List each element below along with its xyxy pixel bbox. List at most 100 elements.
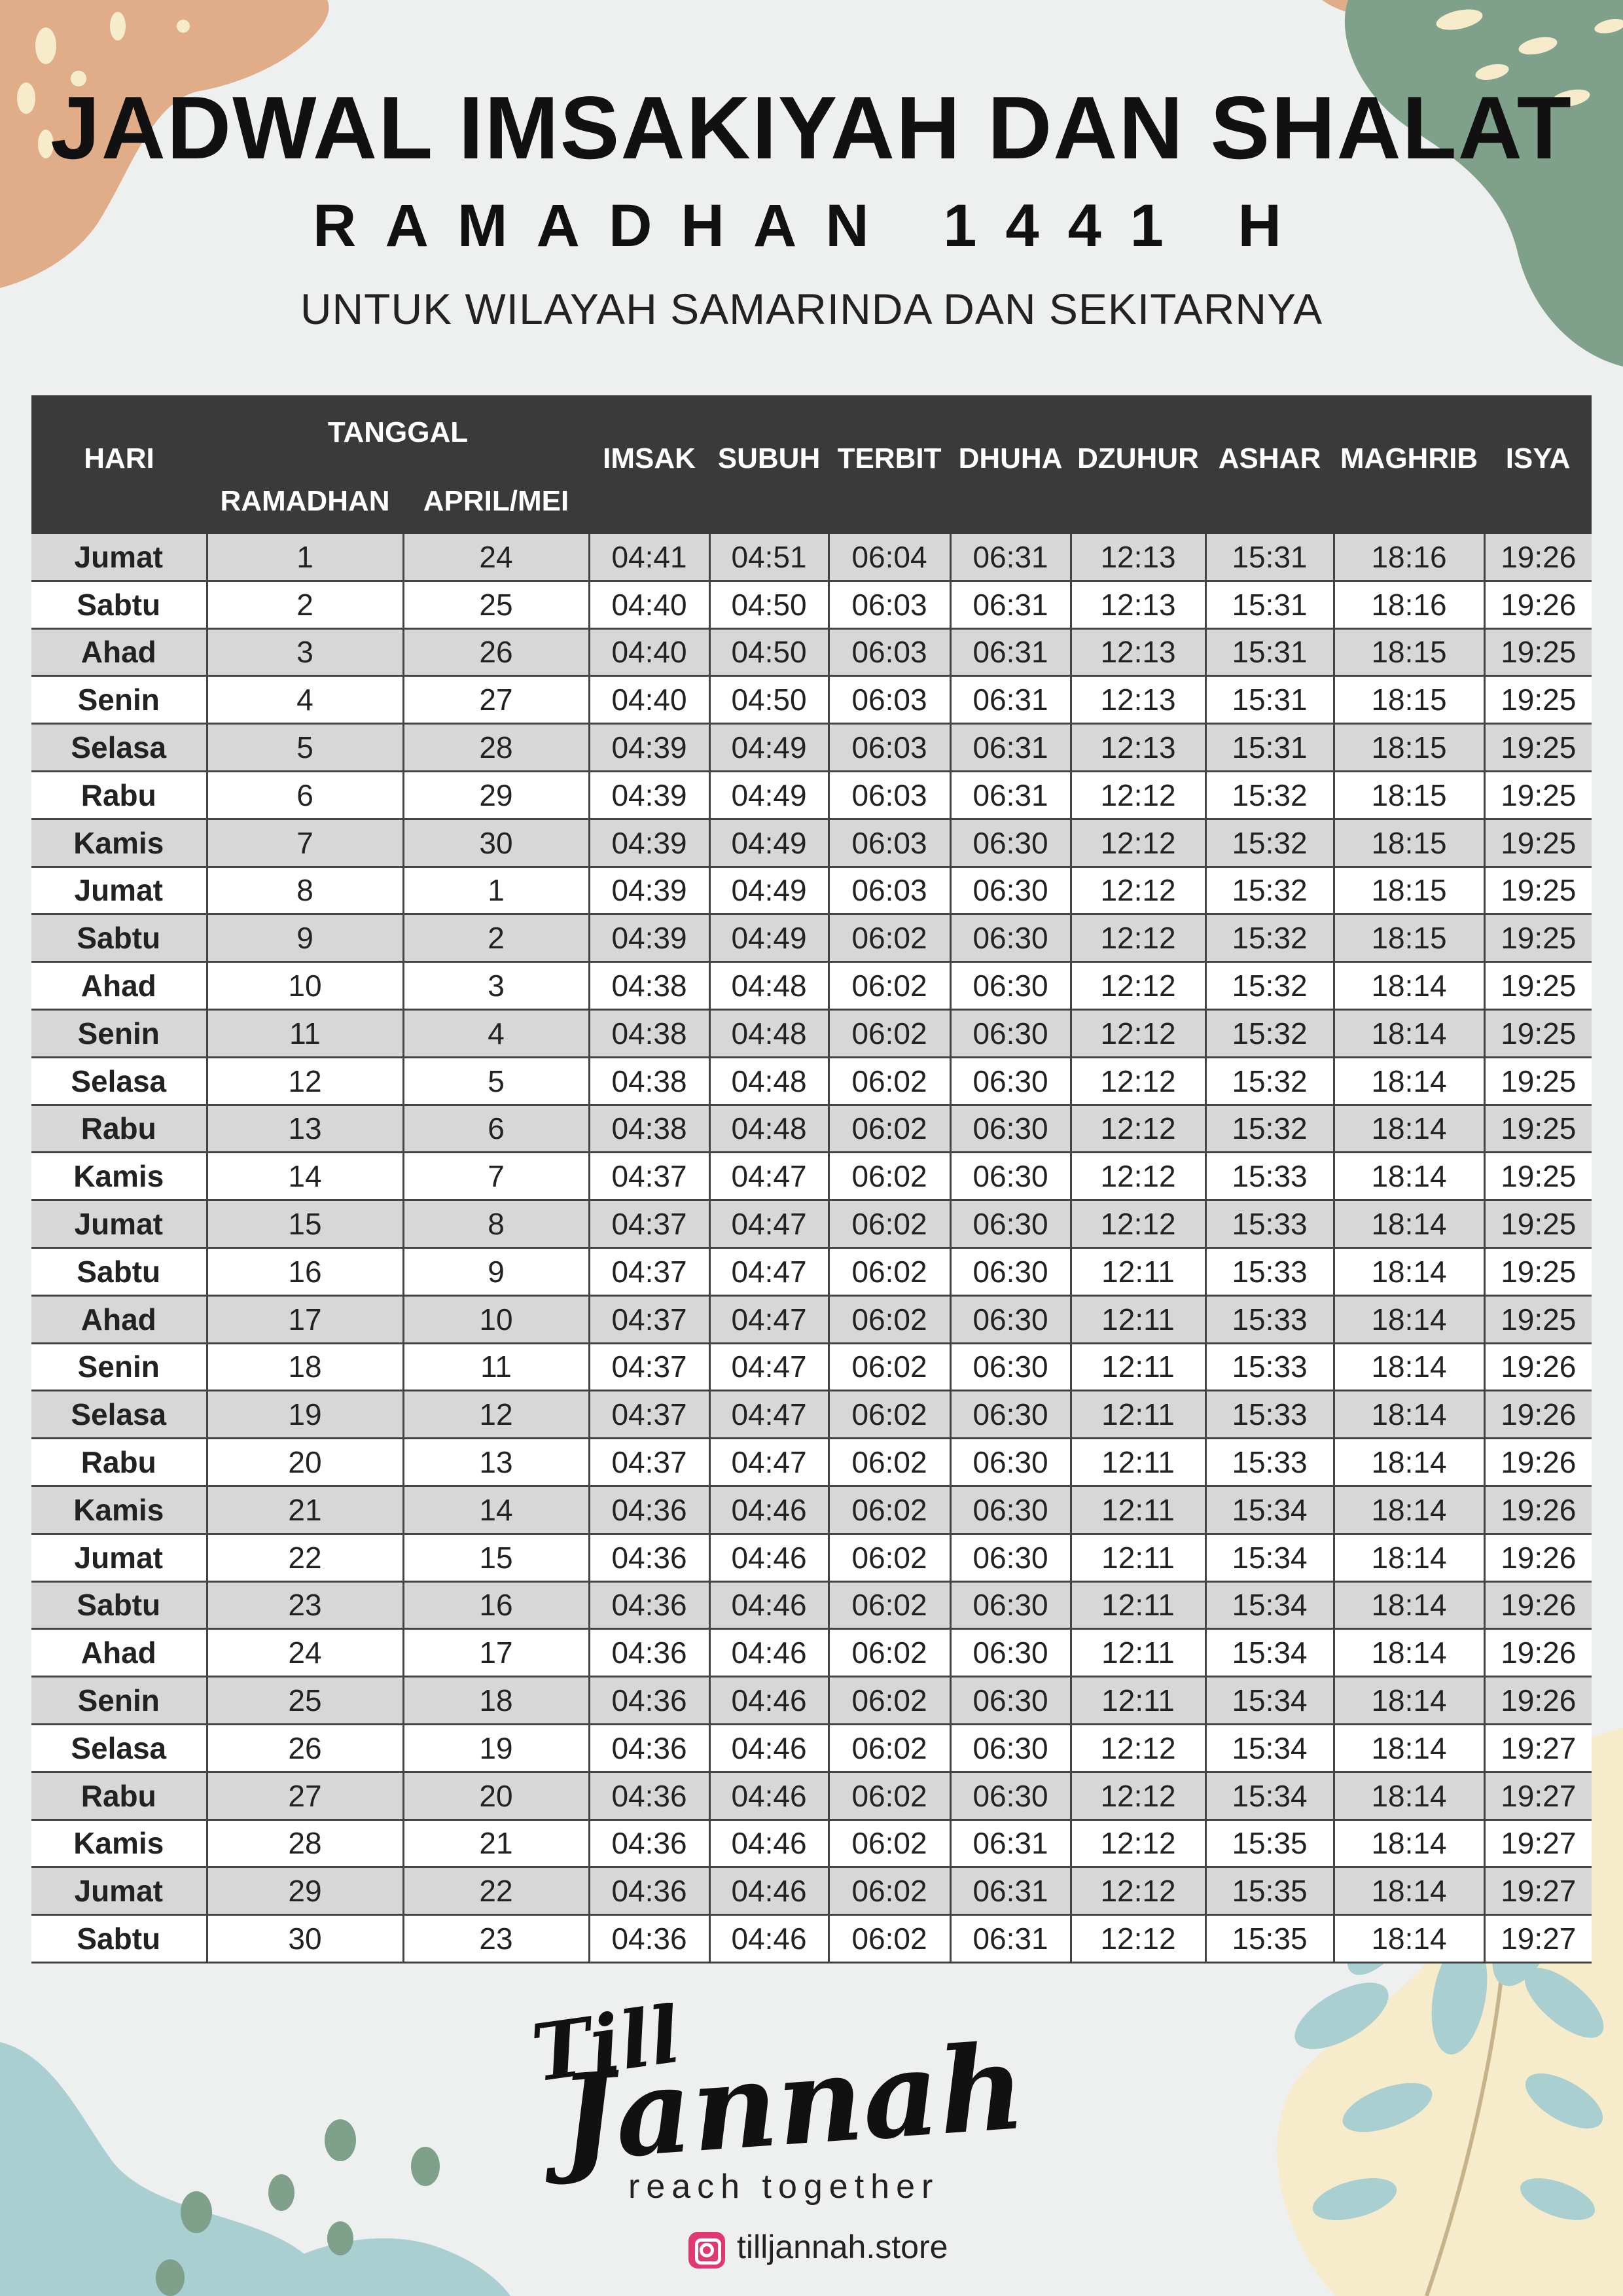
cell-ashar: 15:34 [1205, 1772, 1335, 1821]
cell-dzuhur: 12:11 [1071, 1676, 1207, 1725]
cell-dhuha: 06:31 [950, 581, 1072, 630]
cell-terbit: 06:02 [829, 961, 952, 1011]
cell-maghrib: 18:14 [1334, 1009, 1486, 1058]
cell-isya: 19:25 [1484, 628, 1592, 677]
table-row: Sabtu 16 9 04:37 04:47 06:02 06:30 12:11 15:33 18… [31, 1247, 1592, 1297]
table-row: Senin 25 18 04:36 04:46 06:02 06:30 12:11 15:34 1… [31, 1676, 1592, 1725]
cell-maghrib: 18:14 [1334, 1057, 1486, 1106]
cell-ramadhan: 29 [207, 1867, 404, 1916]
cell-dzuhur: 12:11 [1071, 1343, 1207, 1392]
cell-subuh: 04:46 [709, 1486, 830, 1535]
cell-ashar: 15:35 [1205, 1820, 1335, 1869]
col-header-tanggal: TANGGAL [207, 395, 590, 469]
cell-isya: 19:26 [1484, 1390, 1592, 1440]
cell-hari: Sabtu [31, 1914, 208, 1964]
cell-dhuha: 06:30 [950, 914, 1072, 963]
cell-subuh: 04:48 [709, 1009, 830, 1058]
cell-dzuhur: 12:13 [1071, 723, 1207, 772]
cell-ramadhan: 17 [207, 1295, 404, 1344]
cell-hari: Selasa [31, 1390, 208, 1440]
cell-dzuhur: 12:13 [1071, 675, 1207, 725]
table-row: Ahad 24 17 04:36 04:46 06:02 06:30 12:11 15:34 18… [31, 1628, 1592, 1678]
cell-maghrib: 18:14 [1334, 1914, 1486, 1964]
col-header-isya: ISYA [1484, 395, 1592, 534]
cell-subuh: 04:50 [709, 581, 830, 630]
cell-imsak: 04:37 [589, 1152, 711, 1202]
cell-hari: Sabtu [31, 581, 208, 630]
cell-ramadhan: 21 [207, 1486, 404, 1535]
cell-imsak: 04:40 [589, 675, 711, 725]
cell-ramadhan: 7 [207, 819, 404, 868]
cell-imsak: 04:40 [589, 628, 711, 677]
cell-ashar: 15:32 [1205, 819, 1335, 868]
cell-hari: Senin [31, 675, 208, 725]
cell-dhuha: 06:30 [950, 1390, 1072, 1440]
cell-dzuhur: 12:12 [1071, 1105, 1207, 1154]
logo-main-text: Jannah [536, 2018, 1029, 2189]
cell-terbit: 06:02 [829, 1438, 952, 1487]
cell-hari: Ahad [31, 1295, 208, 1344]
cell-hari: Kamis [31, 1152, 208, 1202]
table-row: Jumat 22 15 04:36 04:46 06:02 06:30 12:11 15:34 1… [31, 1534, 1592, 1583]
cell-dhuha: 06:31 [950, 1914, 1072, 1964]
teal-blob-bottom-left-2 [249, 2238, 510, 2296]
instagram-icon [688, 2232, 725, 2269]
cell-ramadhan: 28 [207, 1820, 404, 1869]
cell-terbit: 06:02 [829, 1057, 952, 1106]
sage-dots-bottom-left [156, 2119, 440, 2296]
table-row: Jumat 29 22 04:36 04:46 06:02 06:31 12:12 15:35 1… [31, 1867, 1592, 1916]
cell-subuh: 04:46 [709, 1581, 830, 1630]
cell-imsak: 04:38 [589, 1105, 711, 1154]
table-row: Selasa 19 12 04:37 04:47 06:02 06:30 12:11 15:33… [31, 1390, 1592, 1440]
cell-maghrib: 18:14 [1334, 1105, 1486, 1154]
cell-ashar: 15:32 [1205, 914, 1335, 963]
cell-terbit: 06:02 [829, 914, 952, 963]
table-row: Selasa 12 5 04:38 04:48 06:02 06:30 12:12 15:32 1… [31, 1057, 1592, 1106]
cell-ramadhan: 5 [207, 723, 404, 772]
cell-dhuha: 06:30 [950, 1724, 1072, 1773]
cell-isya: 19:27 [1484, 1772, 1592, 1821]
cell-dzuhur: 12:12 [1071, 914, 1207, 963]
cell-maghrib: 18:14 [1334, 1581, 1486, 1630]
cell-ramadhan: 11 [207, 1009, 404, 1058]
cell-isya: 19:27 [1484, 1867, 1592, 1916]
table-row: Jumat 1 24 04:41 04:51 06:04 06:31 12:13 15:31 18… [31, 534, 1592, 582]
cell-maghrib: 18:14 [1334, 1152, 1486, 1202]
table-row: Kamis 7 30 04:39 04:49 06:03 06:30 12:12 15:32 18… [31, 819, 1592, 868]
cell-isya: 19:25 [1484, 1200, 1592, 1249]
social-handle[interactable]: tilljannah.store [737, 2229, 948, 2265]
cell-aprilmei: 2 [403, 914, 590, 963]
brand-logo: Till Jannah reach together [0, 1988, 1623, 2215]
cell-ramadhan: 24 [207, 1628, 404, 1678]
cell-aprilmei: 23 [403, 1914, 590, 1964]
table-row: Ahad 17 10 04:37 04:47 06:02 06:30 12:11 15:33 18… [31, 1295, 1592, 1344]
cell-hari: Selasa [31, 1057, 208, 1106]
cell-isya: 19:25 [1484, 1295, 1592, 1344]
cell-imsak: 04:39 [589, 867, 711, 916]
cell-imsak: 04:39 [589, 819, 711, 868]
cell-isya: 19:26 [1484, 1534, 1592, 1583]
cell-dzuhur: 12:12 [1071, 1200, 1207, 1249]
cell-ashar: 15:32 [1205, 867, 1335, 916]
table-row: Rabu 27 20 04:36 04:46 06:02 06:30 12:12 15:34 18… [31, 1772, 1592, 1821]
cell-aprilmei: 14 [403, 1486, 590, 1535]
cell-dhuha: 06:31 [950, 628, 1072, 677]
cell-dhuha: 06:31 [950, 771, 1072, 820]
cell-maghrib: 18:14 [1334, 1390, 1486, 1440]
table-body: Jumat 1 24 04:41 04:51 06:04 06:31 12:13 15:31 18… [31, 534, 1592, 1964]
cell-dzuhur: 12:11 [1071, 1534, 1207, 1583]
page-subtitle: RAMADHAN 1441 H [313, 192, 1310, 259]
cell-dhuha: 06:30 [950, 961, 1072, 1011]
cell-ashar: 15:34 [1205, 1676, 1335, 1725]
cell-isya: 19:25 [1484, 961, 1592, 1011]
cell-ramadhan: 13 [207, 1105, 404, 1154]
cell-dzuhur: 12:12 [1071, 1724, 1207, 1773]
cell-aprilmei: 22 [403, 1867, 590, 1916]
cell-ashar: 15:33 [1205, 1438, 1335, 1487]
cell-maghrib: 18:14 [1334, 1200, 1486, 1249]
cream-dots-top-left [17, 12, 190, 158]
col-header-subuh: SUBUH [709, 395, 829, 534]
logo-tagline: reach together [628, 2168, 939, 2206]
cell-subuh: 04:47 [709, 1390, 830, 1440]
cell-ramadhan: 8 [207, 867, 404, 916]
